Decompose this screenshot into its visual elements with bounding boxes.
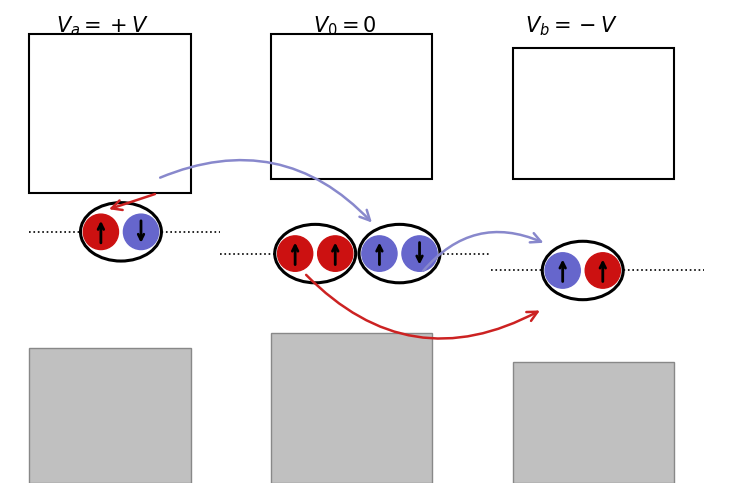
Bar bbox=[513, 48, 674, 179]
Bar bbox=[513, 362, 674, 483]
Ellipse shape bbox=[585, 253, 620, 288]
Ellipse shape bbox=[542, 242, 623, 299]
Text: $V_b = -V$: $V_b = -V$ bbox=[526, 14, 618, 38]
Bar bbox=[271, 333, 432, 483]
Bar bbox=[29, 34, 191, 193]
Ellipse shape bbox=[81, 203, 161, 261]
Text: $V_a = +V$: $V_a = +V$ bbox=[56, 14, 149, 38]
Text: $V_0 = 0$: $V_0 = 0$ bbox=[313, 14, 376, 38]
Ellipse shape bbox=[275, 225, 356, 283]
Ellipse shape bbox=[362, 236, 397, 271]
Ellipse shape bbox=[84, 214, 119, 250]
Bar bbox=[271, 34, 432, 179]
Bar bbox=[29, 348, 191, 483]
Ellipse shape bbox=[278, 236, 313, 271]
Ellipse shape bbox=[402, 236, 437, 271]
Ellipse shape bbox=[359, 225, 440, 283]
Ellipse shape bbox=[123, 214, 158, 250]
Ellipse shape bbox=[317, 236, 353, 271]
Ellipse shape bbox=[545, 253, 581, 288]
